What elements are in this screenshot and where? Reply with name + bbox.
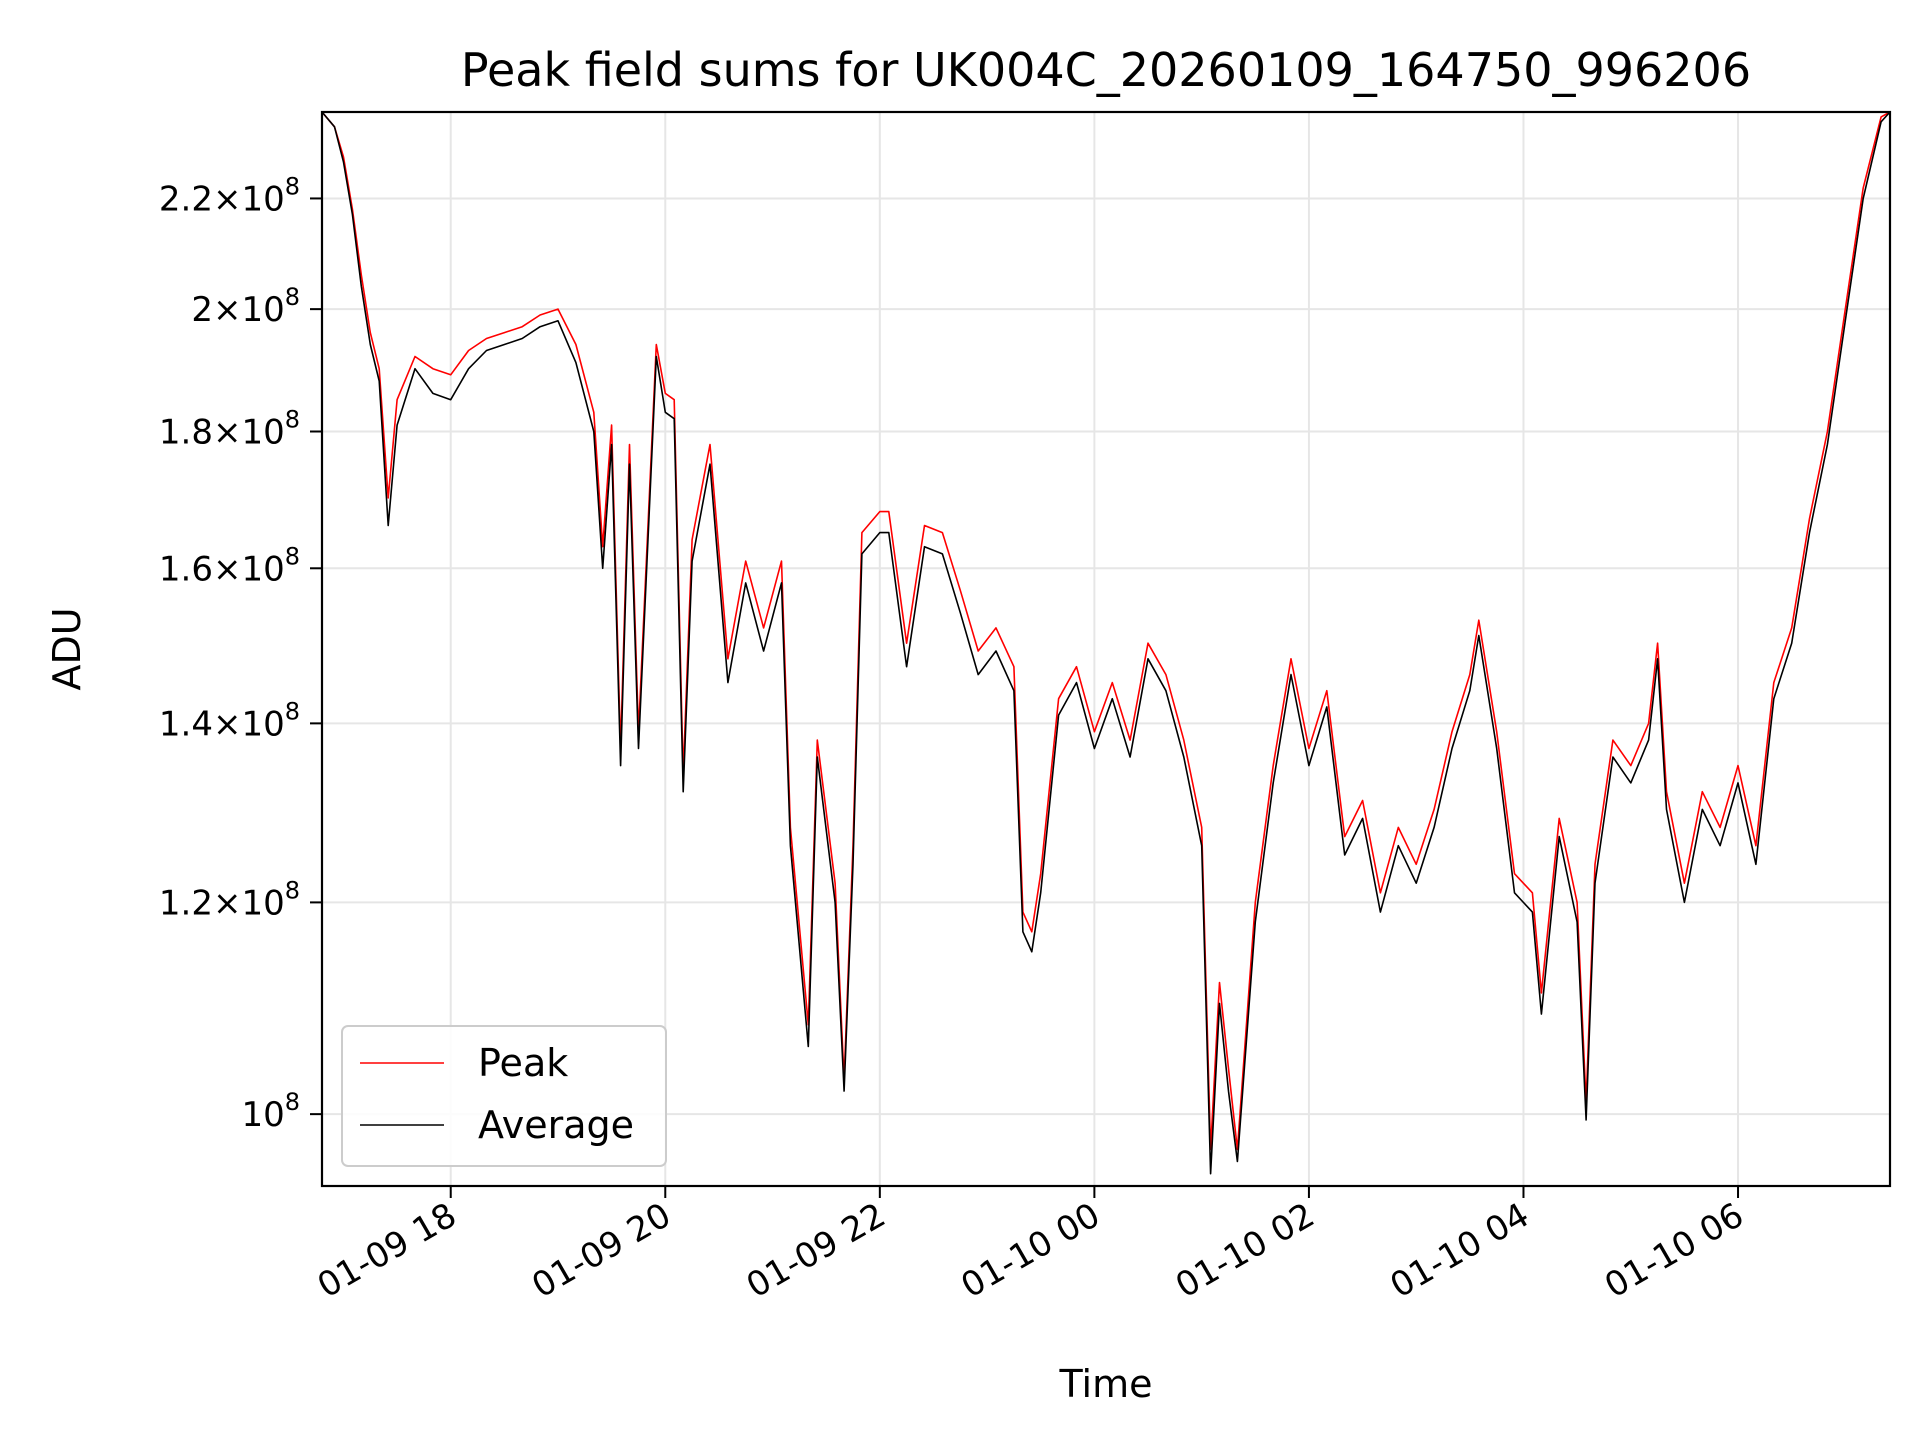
series-line-peak <box>321 111 1891 1151</box>
legend-box <box>341 1025 667 1167</box>
legend-label-peak: Peak <box>478 1041 568 1085</box>
chart-title: Peak field sums for UK004C_20260109_1647… <box>461 43 1751 97</box>
legend-label-average: Average <box>478 1103 634 1147</box>
y-tick-label: 1.4×108 <box>159 697 300 744</box>
series-line-average <box>321 111 1891 1175</box>
plot-frame <box>320 110 1892 1188</box>
y-tick-label: 108 <box>241 1088 300 1135</box>
y-axis-ticks: 108 1.2×108 1.4×108 1.6×108 1.8×108 2×108 2.2×… <box>159 172 322 1135</box>
y-tick-label: 1.2×108 <box>159 876 300 923</box>
x-axis-label: Time <box>1059 1362 1153 1406</box>
y-tick-label: 1.6×108 <box>159 542 300 589</box>
y-axis-label: ADU <box>45 607 89 690</box>
y-tick-label: 1.8×108 <box>159 405 300 452</box>
series-lines <box>321 111 1891 1175</box>
y-tick-label: 2×108 <box>191 283 300 330</box>
y-tick-label: 2.2×108 <box>159 172 300 219</box>
legend: Peak Average <box>341 1025 667 1167</box>
